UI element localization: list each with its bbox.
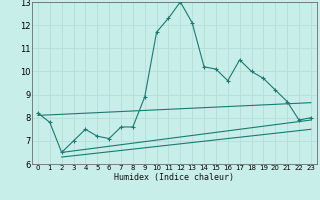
X-axis label: Humidex (Indice chaleur): Humidex (Indice chaleur) bbox=[115, 173, 234, 182]
